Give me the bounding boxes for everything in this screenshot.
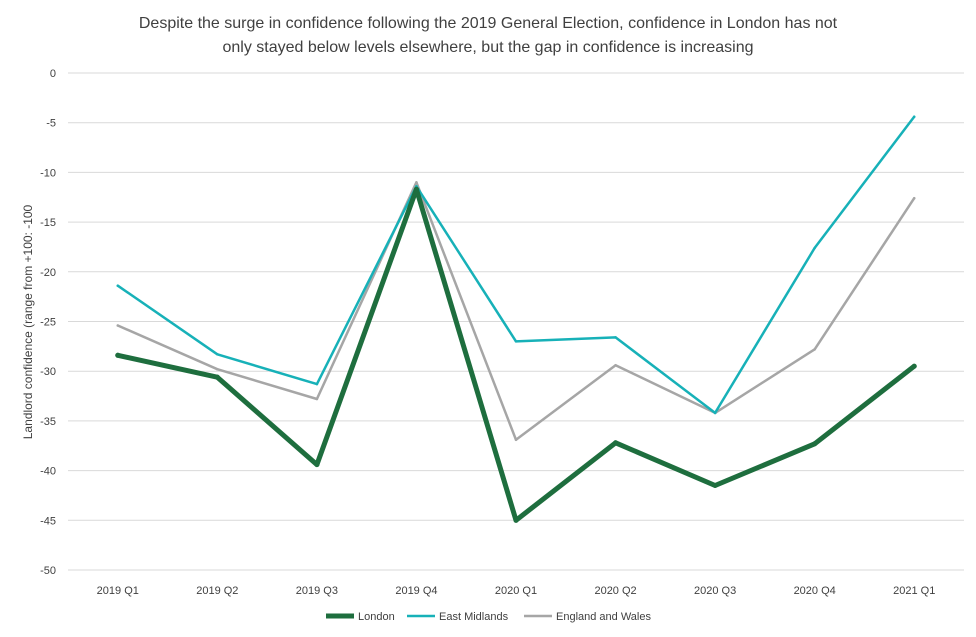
data-point [314, 462, 320, 468]
y-axis-tick-labels: 0 -5 -10 -15 -20 -25 -30 -35 -40 -45 -50 [40, 68, 56, 577]
y-tick-label: -40 [40, 466, 56, 478]
series-line [116, 115, 916, 415]
x-tick-label: 2020 Q1 [495, 585, 537, 597]
data-point [813, 348, 816, 351]
legend-item-east-midlands: East Midlands [407, 611, 509, 623]
legend-item-london: London [326, 611, 395, 623]
series-layer [115, 115, 917, 523]
x-tick-label: 2020 Q2 [594, 585, 636, 597]
legend-label: England and Wales [556, 611, 651, 623]
data-point [413, 186, 419, 192]
y-tick-label: -15 [40, 217, 56, 229]
data-point [912, 115, 916, 118]
x-tick-label: 2019 Q2 [196, 585, 238, 597]
y-tick-label: -5 [46, 118, 56, 130]
x-tick-label: 2021 Q1 [893, 585, 935, 597]
chart-title-line-1: Despite the surge in confidence followin… [139, 15, 838, 32]
data-point [812, 441, 818, 447]
data-point [513, 517, 519, 523]
series-east-midlands [116, 115, 916, 415]
data-point [613, 440, 619, 446]
chart-title-line-2: only stayed below levels elsewhere, but … [223, 39, 754, 56]
y-tick-label: -25 [40, 317, 56, 329]
y-tick-label: -35 [40, 416, 56, 428]
data-point [713, 411, 717, 415]
y-axis-title: Landlord confidence (range from +100: -1… [21, 204, 35, 439]
data-point [712, 483, 718, 489]
data-point [912, 196, 916, 200]
y-tick-label: 0 [50, 68, 56, 80]
data-point [115, 352, 121, 358]
data-point [614, 336, 617, 339]
x-tick-label: 2019 Q3 [296, 585, 338, 597]
data-point [214, 374, 220, 380]
legend: London East Midlands England and Wales [326, 611, 651, 623]
chart-title: Despite the surge in confidence followin… [139, 15, 838, 56]
x-axis-tick-labels: 2019 Q1 2019 Q2 2019 Q3 2019 Q4 2020 Q1 2020 … [97, 585, 936, 597]
data-point [315, 382, 319, 386]
data-point [514, 340, 518, 343]
legend-label: London [358, 611, 395, 623]
series-england-and-wales [116, 181, 916, 442]
data-point [911, 363, 917, 369]
gridlines [68, 72, 964, 571]
x-tick-label: 2019 Q1 [97, 585, 139, 597]
x-tick-label: 2020 Q3 [694, 585, 736, 597]
data-point [813, 246, 816, 250]
data-point [614, 363, 617, 367]
y-tick-label: -10 [40, 167, 56, 179]
series-london [115, 186, 917, 523]
data-point [116, 284, 120, 287]
data-point [216, 353, 219, 356]
y-tick-label: -50 [40, 565, 56, 577]
data-point [415, 181, 418, 184]
y-tick-label: -20 [40, 267, 56, 279]
x-tick-label: 2020 Q4 [794, 585, 836, 597]
legend-item-england-and-wales: England and Wales [524, 611, 651, 623]
series-line [116, 181, 916, 442]
data-point [116, 324, 120, 327]
legend-label: East Midlands [439, 611, 509, 623]
y-tick-label: -45 [40, 515, 56, 527]
y-tick-label: -30 [40, 366, 56, 378]
data-point [315, 397, 319, 401]
data-point [514, 438, 518, 442]
x-tick-label: 2019 Q4 [395, 585, 437, 597]
data-point [216, 367, 219, 371]
